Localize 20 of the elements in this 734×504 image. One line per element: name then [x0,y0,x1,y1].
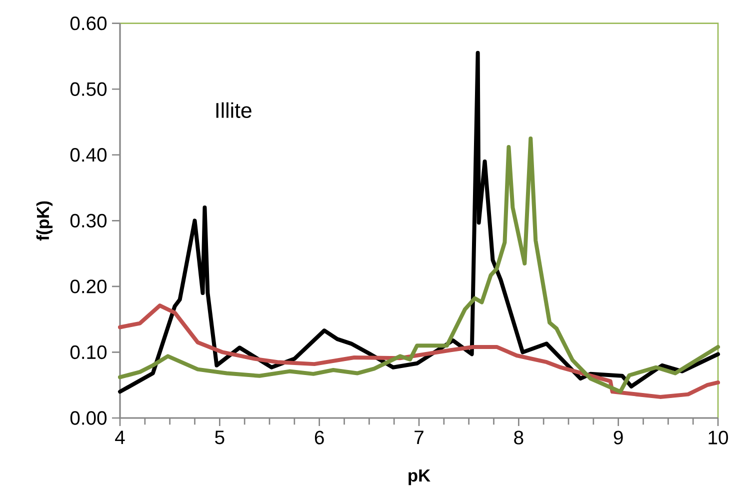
x-tick-label: 6 [314,430,324,444]
y-tick-label: 0.60 [70,16,107,30]
line-series [118,50,720,394]
y-tick-label: 0.00 [70,411,107,425]
x-tick-label: 4 [115,430,125,444]
x-tick-label: 7 [414,430,424,444]
line-series [118,304,720,399]
line-series [118,136,720,394]
x-tick-label: 9 [614,430,623,444]
annotation: Illite [216,102,252,118]
y-tick-label: 0.40 [70,148,107,162]
y-tick-label: 0.50 [70,82,107,96]
y-tick-label: 0.20 [70,280,107,294]
y-tick-label: 0.30 [70,214,107,228]
x-tick-label: 5 [215,430,224,444]
x-axis-title: pK [408,470,430,486]
x-tick-label: 8 [514,430,524,444]
y-axis-title: f(pK) [36,201,53,241]
x-tick-label: 10 [708,430,728,444]
y-tick-label: 0.10 [70,345,107,360]
